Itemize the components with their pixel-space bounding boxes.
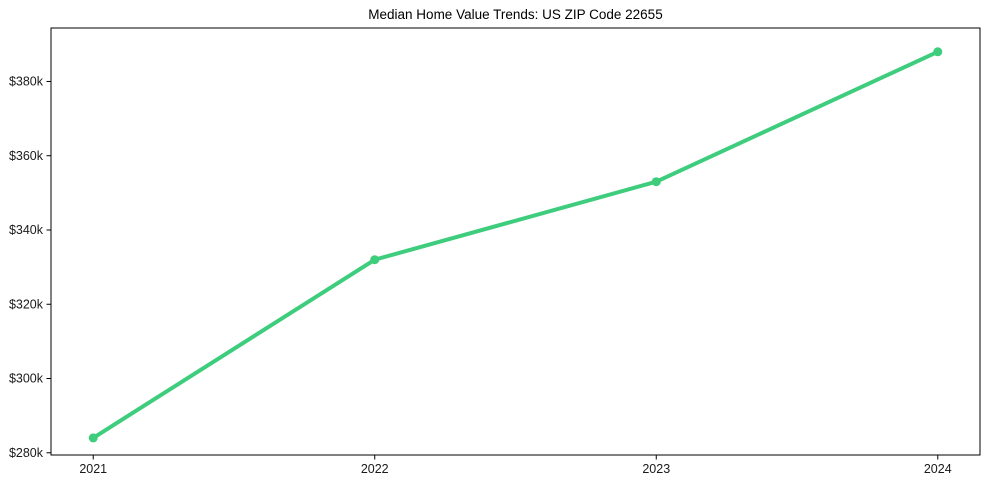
y-axis-tick-label: $300k <box>9 372 44 386</box>
chart-title: Median Home Value Trends: US ZIP Code 22… <box>368 7 663 22</box>
y-axis-tick-label: $280k <box>9 446 44 460</box>
x-axis-tick-label: 2024 <box>924 462 952 476</box>
y-axis-tick-label: $340k <box>9 223 44 237</box>
data-point-marker <box>651 177 661 187</box>
x-axis-tick-label: 2023 <box>642 462 670 476</box>
y-axis-tick-label: $360k <box>9 149 44 163</box>
y-axis-tick-label: $380k <box>9 75 44 89</box>
data-point-marker <box>370 255 380 265</box>
data-point-marker <box>933 47 943 57</box>
trend-line <box>91 49 940 440</box>
y-axis-tick-label: $320k <box>9 297 44 311</box>
x-axis-tick-label: 2021 <box>79 462 107 476</box>
x-axis-tick-label: 2022 <box>361 462 389 476</box>
plot-border <box>50 27 981 456</box>
data-point-marker <box>88 433 98 443</box>
